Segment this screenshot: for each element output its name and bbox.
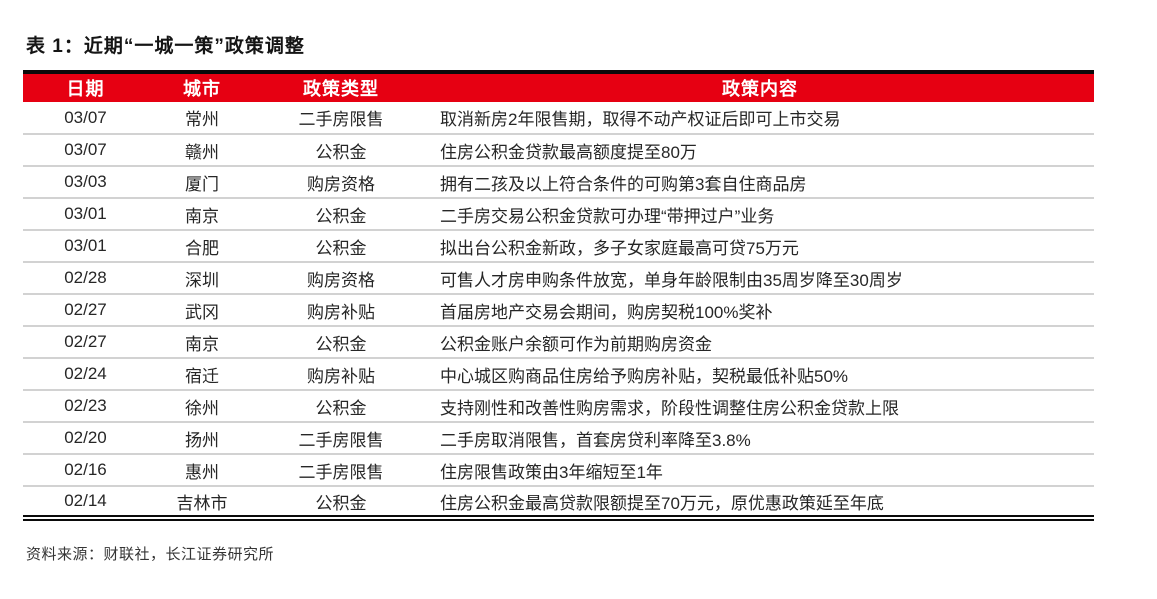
table-body: 03/07 常州 二手房限售 取消新房2年限售期，取得不动产权证后即可上市交易 03/0… [23,102,1094,518]
policy-content-cell: 住房公积金最高贷款限额提至70万元，原优惠政策延至年底 [440,493,884,513]
policy-type-cell: 公积金 [256,134,426,167]
table-row: 02/27 南京 公积金 公积金账户余额可作为前期购房资金 [23,326,1094,359]
column-header-date: 日期 [23,72,148,102]
table-header-row: 日期 城市 政策类型 政策内容 [23,72,1094,102]
policy-content-cell: 首届房地产交易会期间，购房契税100%奖补 [426,294,1094,327]
source-note: 资料来源：财联社，长江证券研究所 [26,546,275,563]
city-cell: 吉林市 [176,493,228,513]
policy-type-cell: 二手房限售 [256,102,426,135]
policy-type-cell: 公积金 [315,493,367,513]
table-row: 02/23 徐州 公积金 支持刚性和改善性购房需求，阶段性调整住房公积金贷款上限 [23,390,1094,423]
policy-type-cell: 二手房限售 [256,422,426,455]
date-cell: 03/07 [23,134,148,167]
policy-content-cell: 可售人才房申购条件放宽，单身年龄限制由35周岁降至30周岁 [426,262,1094,295]
table-row: 02/24 宿迁 购房补贴 中心城区购商品住房给予购房补贴，契税最低补贴50% [23,358,1094,391]
policy-type-cell: 购房资格 [256,262,426,295]
date-cell: 02/16 [23,454,148,487]
table-row: 03/07 赣州 公积金 住房公积金贷款最高额度提至80万 [23,134,1094,167]
city-cell: 赣州 [148,134,256,167]
city-cell: 惠州 [148,454,256,487]
policy-type-cell: 购房补贴 [256,358,426,391]
table-row: 03/01 合肥 公积金 拟出台公积金新政，多子女家庭最高可贷75万元 [23,230,1094,263]
city-cell: 扬州 [148,422,256,455]
city-cell: 深圳 [148,262,256,295]
policy-content-cell: 住房公积金贷款最高额度提至80万 [426,134,1094,167]
policy-type-cell: 二手房限售 [256,454,426,487]
table-row: 03/03 厦门 购房资格 拥有二孩及以上符合条件的可购第3套自住商品房 [23,166,1094,199]
city-cell: 宿迁 [148,358,256,391]
date-cell: 02/14 [64,491,107,510]
table-row: 02/20 扬州 二手房限售 二手房取消限售，首套房贷利率降至3.8% [23,422,1094,455]
date-cell: 03/01 [23,230,148,263]
table-row: 03/07 常州 二手房限售 取消新房2年限售期，取得不动产权证后即可上市交易 [23,102,1094,135]
policy-content-cell: 公积金账户余额可作为前期购房资金 [426,326,1094,359]
policy-content-cell: 二手房取消限售，首套房贷利率降至3.8% [426,422,1094,455]
policy-content-cell: 取消新房2年限售期，取得不动产权证后即可上市交易 [426,102,1094,135]
document-page: 表 1：近期“一城一策”政策调整 日期 城市 政策类型 政策内容 03/07 常州… [0,34,1157,599]
policy-type-cell: 购房资格 [256,166,426,199]
policy-content-cell: 拥有二孩及以上符合条件的可购第3套自住商品房 [426,166,1094,199]
city-cell: 常州 [148,102,256,135]
policy-type-cell: 公积金 [256,198,426,231]
city-cell: 南京 [148,198,256,231]
city-cell: 南京 [148,326,256,359]
table-row: 02/16 惠州 二手房限售 住房限售政策由3年缩短至1年 [23,454,1094,487]
date-cell: 02/27 [23,326,148,359]
city-cell: 厦门 [148,166,256,199]
date-cell: 03/01 [23,198,148,231]
policy-type-cell: 公积金 [256,230,426,263]
date-cell: 02/28 [23,262,148,295]
date-cell: 02/20 [23,422,148,455]
table-title: 表 1：近期“一城一策”政策调整 [26,36,305,57]
policy-type-cell: 公积金 [256,390,426,423]
policy-type-cell: 购房补贴 [256,294,426,327]
policy-content-cell: 支持刚性和改善性购房需求，阶段性调整住房公积金贷款上限 [426,390,1094,423]
table-row: 02/28 深圳 购房资格 可售人才房申购条件放宽，单身年龄限制由35周岁降至30周岁 [23,262,1094,295]
policy-type-cell: 公积金 [256,326,426,359]
date-cell: 02/24 [23,358,148,391]
policy-content-cell: 住房限售政策由3年缩短至1年 [426,454,1094,487]
city-cell: 徐州 [148,390,256,423]
city-cell: 合肥 [148,230,256,263]
policy-content-cell: 拟出台公积金新政，多子女家庭最高可贷75万元 [426,230,1094,263]
table-row: 03/01 南京 公积金 二手房交易公积金贷款可办理“带押过户”业务 [23,198,1094,231]
date-cell: 02/23 [23,390,148,423]
city-cell: 武冈 [148,294,256,327]
table-row: 02/27 武冈 购房补贴 首届房地产交易会期间，购房契税100%奖补 [23,294,1094,327]
column-header-city: 城市 [148,72,256,102]
column-header-policy-content: 政策内容 [426,72,1094,102]
column-header-policy-type: 政策类型 [256,72,426,102]
date-cell: 02/27 [23,294,148,327]
date-cell: 03/03 [23,166,148,199]
table-row: 02/14 吉林市 公积金 住房公积金最高贷款限额提至70万元，原优惠政策延至年底 [23,486,1094,518]
policy-table: 日期 城市 政策类型 政策内容 03/07 常州 二手房限售 取消新房2年限售期，取得… [23,70,1094,521]
policy-content-cell: 中心城区购商品住房给予购房补贴，契税最低补贴50% [426,358,1094,391]
policy-content-cell: 二手房交易公积金贷款可办理“带押过户”业务 [426,198,1094,231]
date-cell: 03/07 [23,102,148,135]
